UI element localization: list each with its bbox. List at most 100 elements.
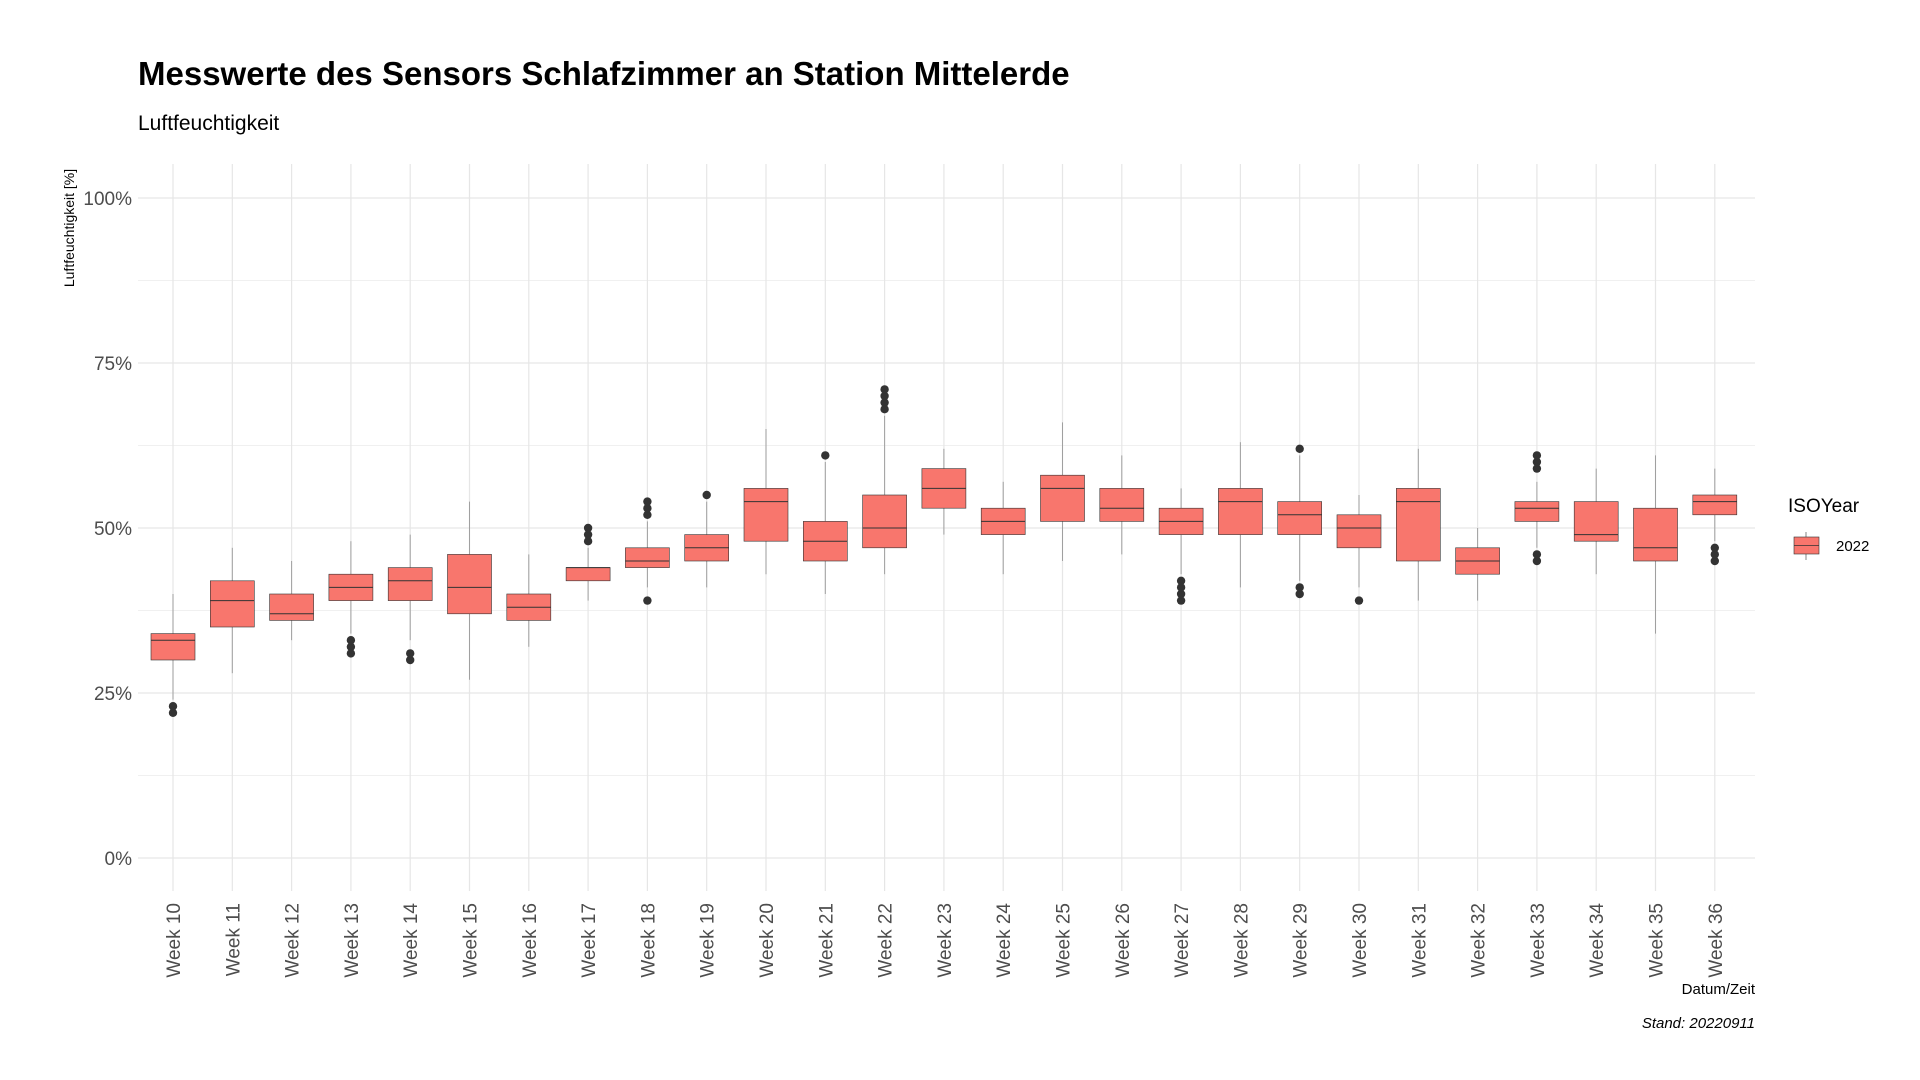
x-tick-label: Week 19 bbox=[698, 903, 719, 978]
box-body bbox=[1099, 488, 1145, 522]
box-body bbox=[387, 567, 433, 601]
box-week-16 bbox=[506, 554, 552, 647]
box-body bbox=[1336, 514, 1382, 549]
chart-subtitle: Luftfeuchtigkeit bbox=[138, 112, 279, 135]
legend-title: ISOYear bbox=[1788, 496, 1860, 517]
box-body bbox=[1218, 488, 1263, 535]
box-week-10 bbox=[150, 594, 196, 717]
box-body bbox=[1040, 474, 1085, 522]
box-week-17 bbox=[565, 523, 611, 601]
outlier-point bbox=[880, 405, 889, 414]
box-week-13 bbox=[328, 541, 374, 658]
box-week-31 bbox=[1396, 448, 1441, 601]
outlier-point bbox=[702, 490, 711, 500]
outlier-point bbox=[406, 649, 415, 658]
outlier-point bbox=[1295, 589, 1304, 599]
outlier-point bbox=[1295, 583, 1304, 592]
box-week-14 bbox=[387, 534, 433, 665]
outlier-point bbox=[880, 385, 889, 394]
x-tick-label: Week 20 bbox=[757, 903, 778, 978]
box-week-25 bbox=[1040, 422, 1085, 561]
box-week-33 bbox=[1514, 451, 1560, 566]
outlier-point bbox=[168, 702, 178, 711]
x-tick-label: Week 18 bbox=[638, 903, 659, 978]
x-tick-label: Week 15 bbox=[461, 903, 482, 978]
y-tick-label: 50% bbox=[94, 519, 132, 540]
box-body bbox=[210, 580, 255, 628]
box-body bbox=[1514, 501, 1560, 522]
x-tick-label: Week 36 bbox=[1706, 903, 1727, 978]
box-week-34 bbox=[1573, 468, 1619, 575]
outlier-point bbox=[168, 708, 178, 717]
outlier-point bbox=[1176, 583, 1186, 592]
outlier-point bbox=[583, 530, 593, 539]
box-body bbox=[565, 567, 611, 582]
box-body bbox=[269, 593, 314, 621]
box-body bbox=[625, 547, 670, 568]
y-tick-label: 0% bbox=[105, 849, 133, 870]
outlier-point bbox=[1532, 556, 1542, 566]
x-tick-label: Week 12 bbox=[283, 903, 304, 978]
box-week-20 bbox=[743, 429, 789, 575]
legend-label-2022: 2022 bbox=[1836, 538, 1869, 555]
x-tick-label: Week 24 bbox=[994, 903, 1015, 978]
outlier-point bbox=[406, 655, 415, 665]
box-week-23 bbox=[921, 448, 967, 535]
outlier-point bbox=[1532, 457, 1542, 467]
box-week-35 bbox=[1633, 455, 1678, 634]
outlier-point bbox=[1532, 451, 1542, 460]
box-week-19 bbox=[684, 490, 730, 588]
box-body bbox=[1277, 501, 1322, 535]
outlier-point bbox=[880, 398, 889, 407]
box-week-22 bbox=[862, 385, 907, 575]
chart-caption: Stand: 20220911 bbox=[1642, 1015, 1755, 1032]
x-tick-label: Week 30 bbox=[1350, 903, 1371, 978]
x-tick-label: Week 10 bbox=[164, 903, 185, 978]
y-axis-ticks: 0% 25% 50% 75% 100% bbox=[83, 189, 132, 870]
outlier-point bbox=[346, 642, 356, 651]
box-body bbox=[862, 494, 907, 549]
box-body bbox=[1396, 488, 1441, 562]
outlier-point bbox=[1176, 589, 1186, 599]
x-tick-label: Week 28 bbox=[1231, 903, 1252, 978]
outlier-point bbox=[583, 523, 593, 533]
grid-lines bbox=[138, 164, 1755, 891]
outlier-point bbox=[1710, 556, 1720, 566]
box-week-11 bbox=[210, 547, 255, 674]
box-week-21 bbox=[802, 451, 848, 594]
box-body bbox=[150, 633, 196, 661]
outlier-point bbox=[1295, 444, 1304, 453]
y-axis-label: Luftfeuchtigkeit [%] bbox=[61, 169, 77, 287]
x-axis-ticks: Week 10 Week 11 Week 12 Week 13 Week 14 Week … bbox=[164, 903, 1727, 978]
x-tick-label: Week 26 bbox=[1113, 903, 1134, 978]
x-tick-label: Week 23 bbox=[935, 903, 956, 978]
chart-title: Messwerte des Sensors Schlafzimmer an St… bbox=[138, 55, 1070, 92]
x-tick-label: Week 34 bbox=[1587, 903, 1608, 978]
y-tick-label: 75% bbox=[94, 354, 132, 375]
outlier-point bbox=[1354, 596, 1364, 605]
box-week-18 bbox=[625, 497, 670, 605]
box-body bbox=[447, 554, 492, 615]
x-tick-label: Week 29 bbox=[1291, 903, 1312, 978]
x-tick-label: Week 27 bbox=[1172, 903, 1193, 978]
x-tick-label: Week 21 bbox=[816, 903, 837, 978]
box-week-26 bbox=[1099, 455, 1145, 555]
x-tick-label: Week 25 bbox=[1054, 903, 1075, 978]
x-tick-label: Week 11 bbox=[223, 903, 244, 976]
box-week-32 bbox=[1455, 528, 1500, 601]
y-tick-label: 25% bbox=[94, 684, 132, 705]
outlier-point bbox=[583, 537, 593, 546]
box-week-30 bbox=[1336, 495, 1382, 605]
box-body bbox=[1692, 494, 1738, 516]
x-tick-label: Week 31 bbox=[1409, 903, 1430, 978]
legend: ISOYear 2022 bbox=[1788, 496, 1869, 560]
box-body bbox=[1573, 501, 1619, 542]
outlier-point bbox=[1532, 464, 1542, 473]
outlier-point bbox=[643, 596, 652, 605]
box-week-28 bbox=[1218, 442, 1263, 588]
outlier-point bbox=[1176, 576, 1186, 585]
x-tick-label: Week 17 bbox=[579, 903, 600, 978]
outlier-point bbox=[1532, 550, 1542, 559]
x-tick-label: Week 14 bbox=[401, 903, 422, 978]
box-week-24 bbox=[980, 481, 1026, 575]
